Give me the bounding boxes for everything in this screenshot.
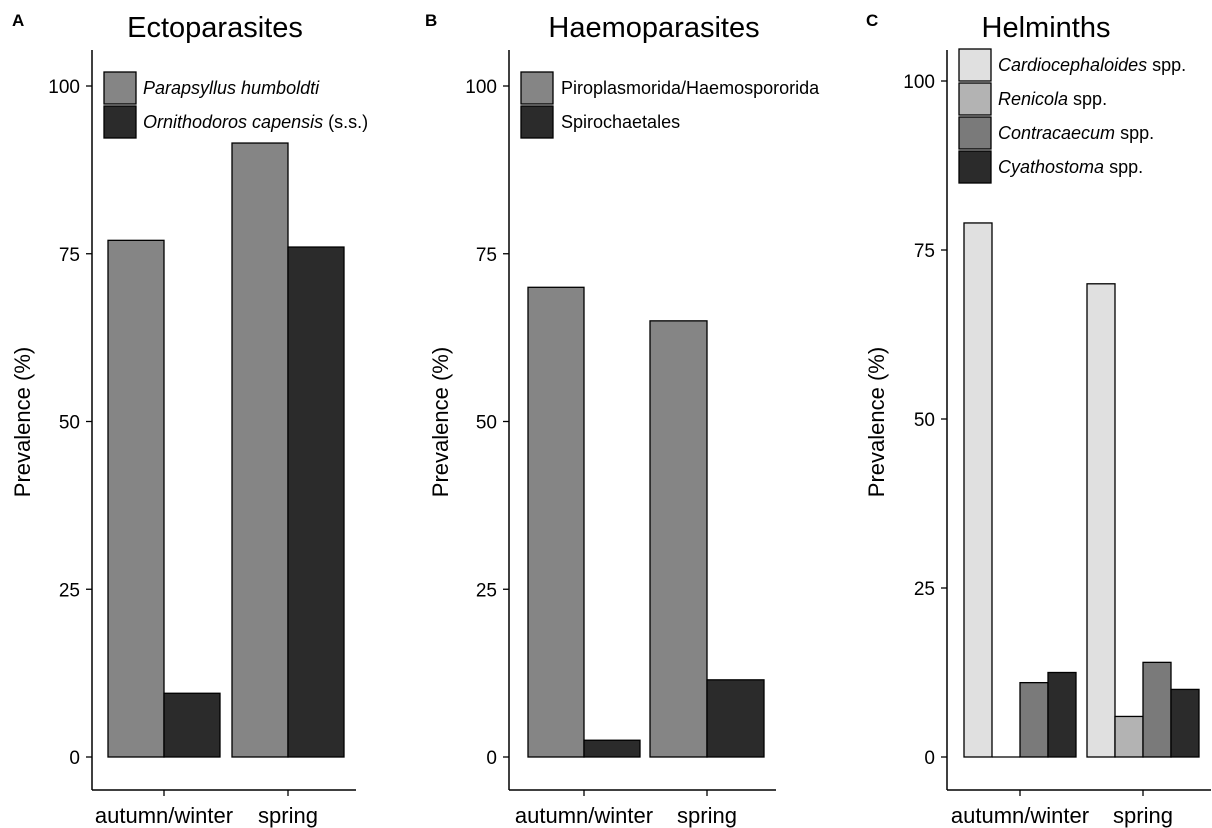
legend-swatch: [958, 150, 992, 184]
y-tick-label: 25: [476, 580, 497, 601]
legend-swatch: [103, 71, 137, 105]
legend-series-suffix: spp.: [1147, 55, 1186, 75]
legend-swatch: [958, 116, 992, 150]
panel-title: Ectoparasites: [127, 12, 303, 44]
y-tick-label: 0: [69, 748, 80, 769]
legend-series-name: Piroplasmorida/Haemospororida: [561, 78, 820, 98]
bar-spring-series-1: [649, 320, 708, 758]
y-axis-title: Prevalence (%): [10, 347, 35, 497]
legend-series-suffix: spp.: [1104, 157, 1143, 177]
legend-series-name: Cyathostoma: [998, 157, 1104, 177]
y-tick-label: 50: [476, 413, 497, 434]
legend-label: Parapsyllus humboldti: [143, 78, 320, 98]
panel-b: B Haemoparasites 0 25 50 75 100 Prevalence (%) a…: [425, 11, 820, 828]
bar-autumn-winter-series-4: [1047, 671, 1077, 758]
legend-series-name: Ornithodoros capensis: [143, 112, 323, 132]
bar-autumn-winter-series-1: [527, 286, 585, 758]
legend-label: Contracaecum spp.: [998, 123, 1154, 143]
bar-spring-series-2: [1114, 715, 1144, 758]
x-category-label: autumn/winter: [515, 803, 653, 828]
legend-label: Cyathostoma spp.: [998, 157, 1143, 177]
legend-series-name: Parapsyllus humboldti: [143, 78, 320, 98]
panel-c: C Helminths 0 25 50 75 100 Prevalence (%) autumn…: [864, 11, 1211, 828]
y-tick-label: 100: [48, 77, 80, 98]
bar-spring-series-4: [1170, 688, 1200, 758]
legend-swatch: [103, 105, 137, 139]
legend-label: Renicola spp.: [998, 89, 1107, 109]
y-axis-title: Prevalence (%): [864, 347, 889, 497]
y-tick-label: 50: [914, 410, 935, 431]
y-tick-label: 100: [465, 77, 497, 98]
y-tick-label: 75: [476, 245, 497, 266]
x-category-label: autumn/winter: [95, 803, 233, 828]
legend-series-name: Contracaecum: [998, 123, 1115, 143]
y-axis-title: Prevalence (%): [428, 347, 453, 497]
bar-spring-series-1: [231, 142, 289, 758]
x-category-label: autumn/winter: [951, 803, 1089, 828]
bar-spring-series-2: [287, 246, 345, 758]
legend-label: Cardiocephaloides spp.: [998, 55, 1186, 75]
legend-swatch: [958, 48, 992, 82]
legend-swatch: [520, 71, 554, 105]
legend-series-suffix: spp.: [1115, 123, 1154, 143]
legend-swatch: [958, 82, 992, 116]
bar-spring-series-2: [706, 679, 765, 758]
y-tick-label: 100: [903, 72, 935, 93]
legend-series-suffix: (s.s.): [323, 112, 368, 132]
legend-series-name: Cardiocephaloides: [998, 55, 1147, 75]
panel-title: Helminths: [982, 12, 1111, 44]
legend-series-name: Spirochaetales: [561, 112, 680, 132]
y-tick-label: 0: [486, 748, 497, 769]
legend-label: Piroplasmorida/Haemospororida: [561, 78, 820, 98]
bar-spring-series-3: [1142, 661, 1172, 758]
panel-title: Haemoparasites: [548, 12, 759, 44]
bar-autumn-winter-series-1: [107, 239, 165, 758]
y-tick-label: 75: [914, 241, 935, 262]
panel-letter: A: [12, 11, 24, 30]
legend-label: Spirochaetales: [561, 112, 680, 132]
panel-letter: C: [866, 11, 878, 30]
legend-swatch: [520, 105, 554, 139]
legend-series-name: Renicola: [998, 89, 1068, 109]
y-tick-label: 75: [59, 245, 80, 266]
panel-letter: B: [425, 11, 437, 30]
bar-autumn-winter-series-1: [963, 222, 993, 758]
legend: Cardiocephaloides spp.Renicola spp.Contr…: [958, 48, 1186, 184]
panel-a: A Ectoparasites 0 25 50 75 100 Prevalence (%) au…: [10, 11, 368, 828]
x-category-label: spring: [1113, 803, 1173, 828]
bar-spring-series-1: [1086, 283, 1116, 758]
bar-autumn-winter-series-2: [583, 739, 641, 758]
legend: Piroplasmorida/Haemospororida Spirochaeta…: [520, 71, 820, 139]
bar-autumn-winter-series-3: [1019, 681, 1049, 758]
x-category-label: spring: [677, 803, 737, 828]
legend-series-suffix: spp.: [1068, 89, 1107, 109]
x-category-label: spring: [258, 803, 318, 828]
y-tick-label: 25: [59, 580, 80, 601]
bar-autumn-winter-series-2: [163, 692, 221, 758]
legend: Parapsyllus humboldti Ornithodoros capens…: [103, 71, 368, 139]
y-tick-label: 0: [924, 748, 935, 769]
y-tick-label: 50: [59, 413, 80, 434]
y-tick-label: 25: [914, 579, 935, 600]
legend-label: Ornithodoros capensis (s.s.): [143, 112, 368, 132]
